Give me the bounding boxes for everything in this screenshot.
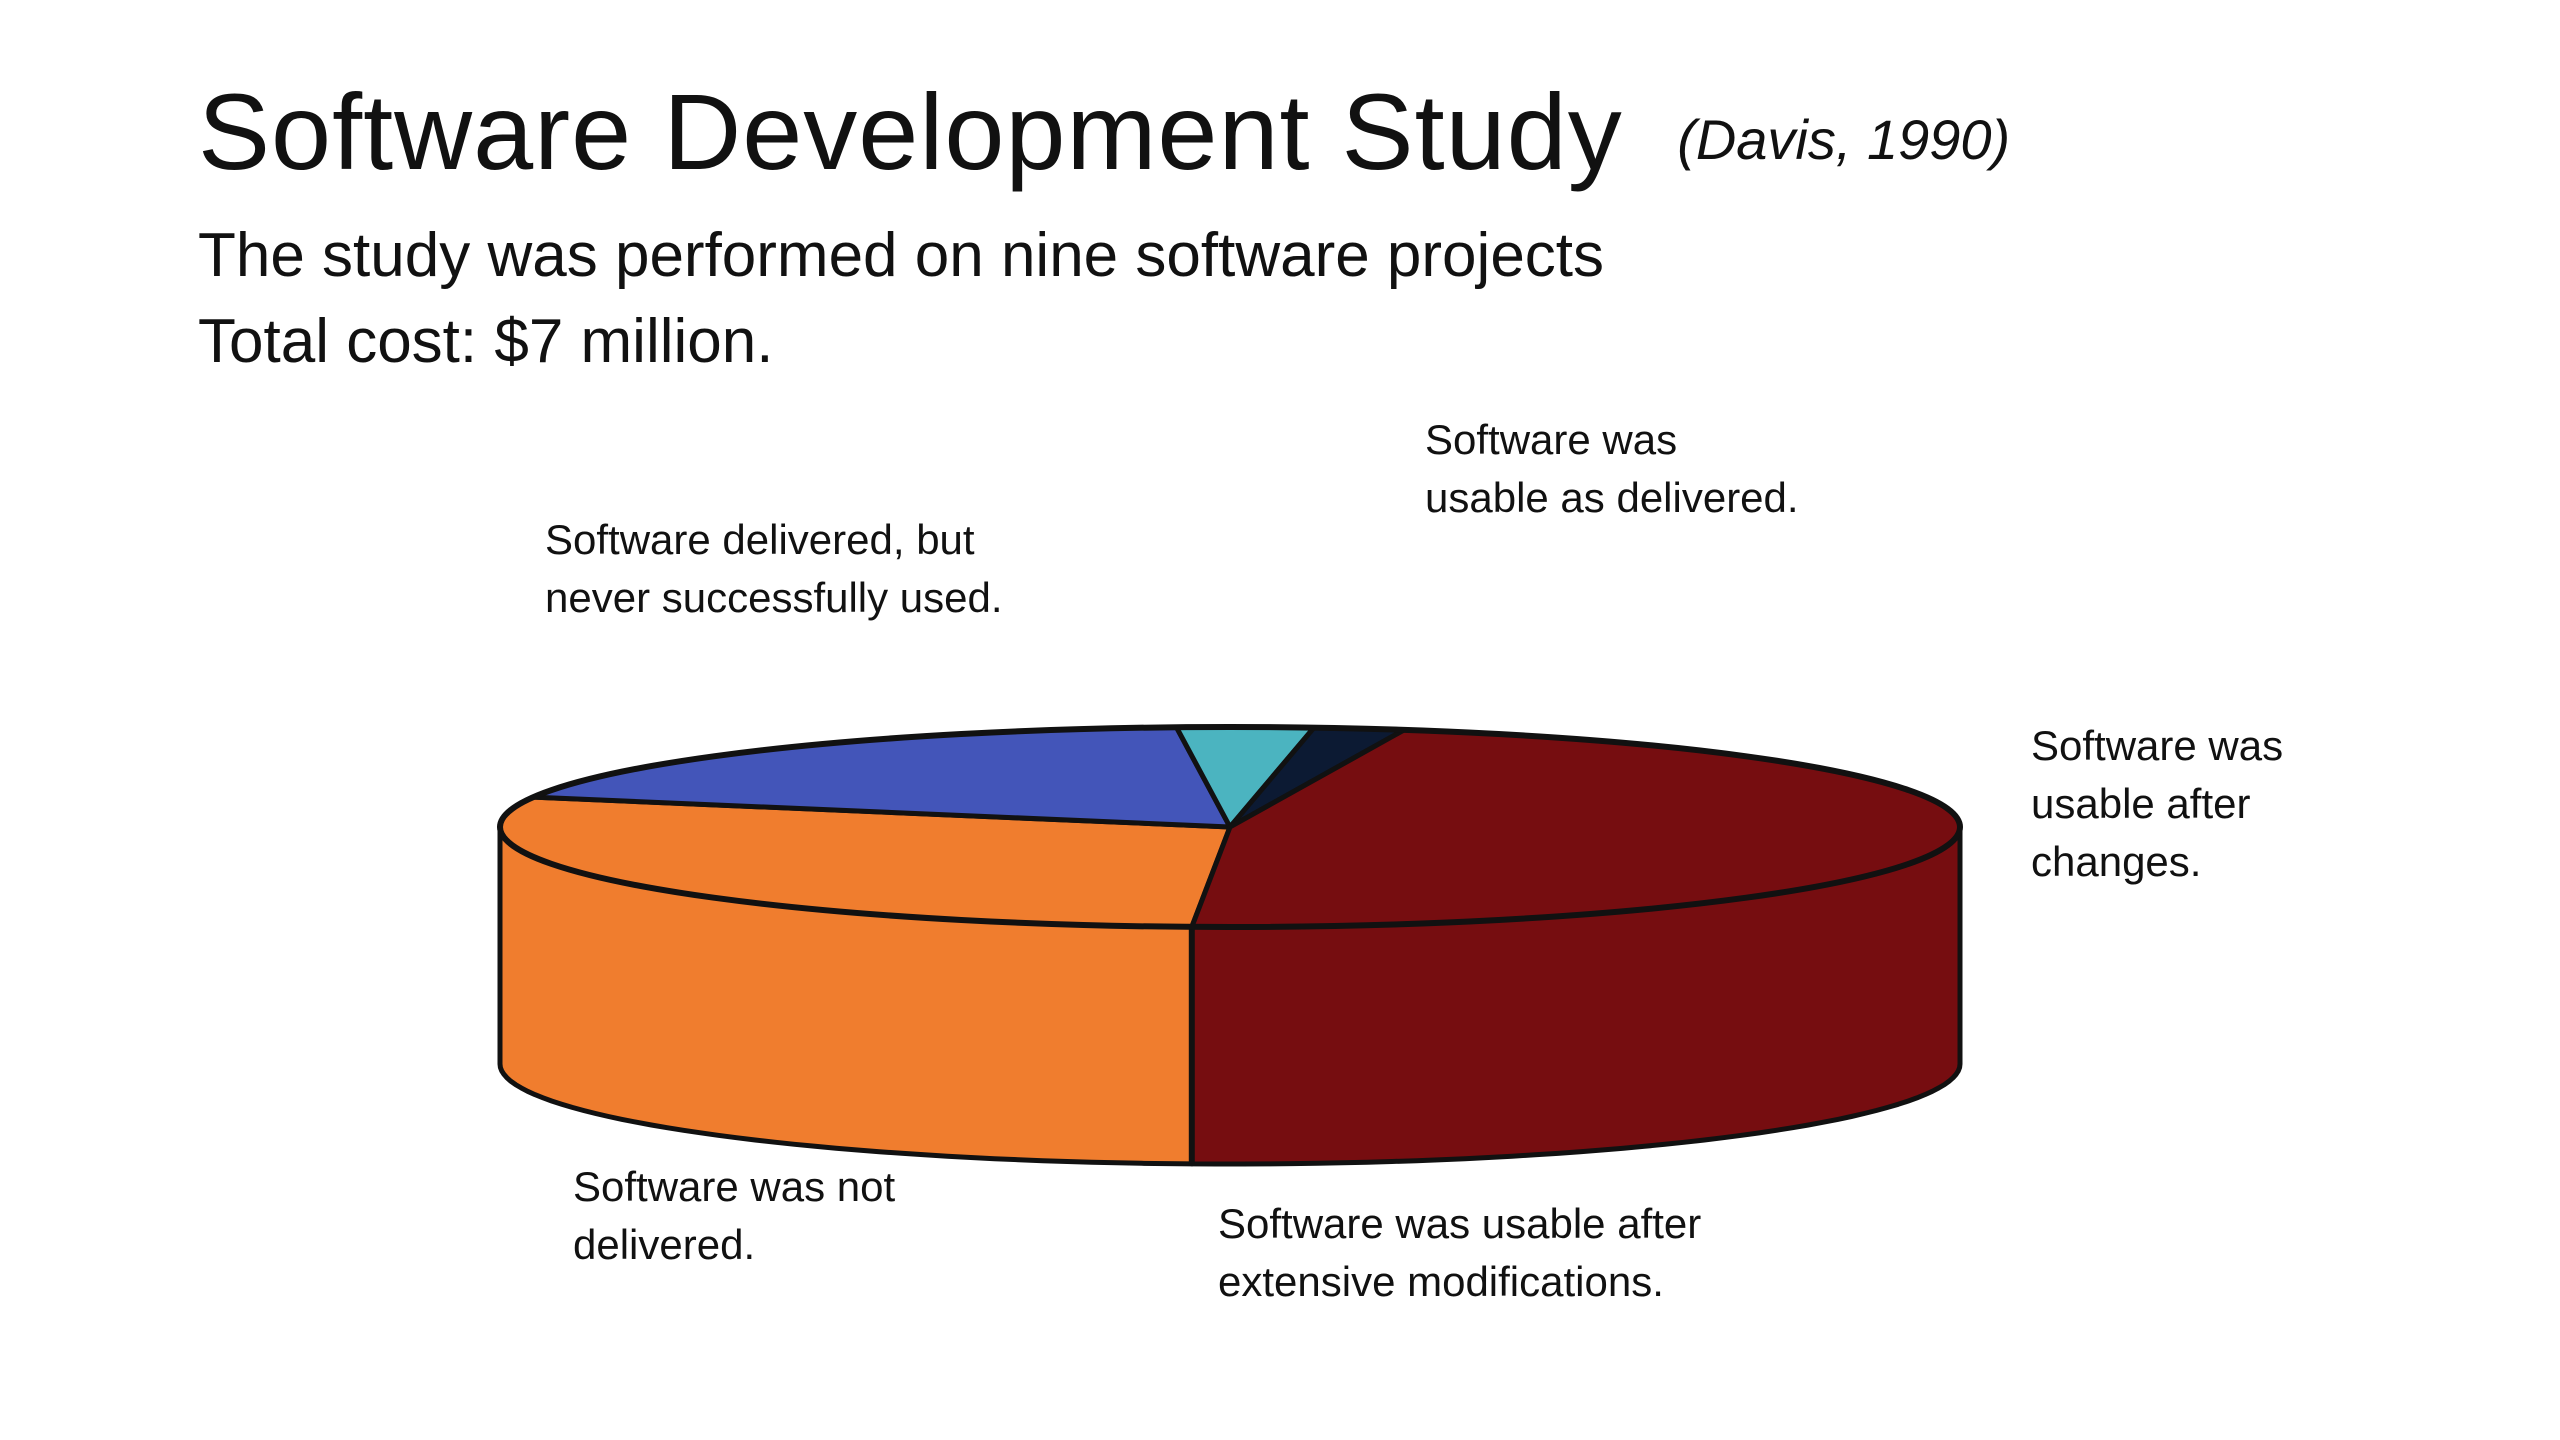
study-description: The study was performed on nine software… (198, 221, 1605, 290)
pie-label-2: Software was usable after extensive modi… (1218, 1200, 1702, 1305)
pie-label-3: Software was usable after changes. (2031, 722, 2284, 885)
pie-label-1: Software was not delivered. (573, 1163, 896, 1268)
slide-title: Software Development Study (198, 71, 1623, 192)
pie-top-outline (497, 724, 1963, 930)
total-cost: Total cost: $7 million. (198, 307, 774, 376)
pie-top (497, 724, 1963, 930)
pie-label-4: Software was usable as delivered. (1425, 416, 1799, 521)
title-row: Software Development Study (Davis, 1990) (198, 78, 2010, 186)
pie-label-5: Software delivered, but never successful… (545, 516, 1003, 621)
citation: (Davis, 1990) (1677, 108, 2011, 171)
